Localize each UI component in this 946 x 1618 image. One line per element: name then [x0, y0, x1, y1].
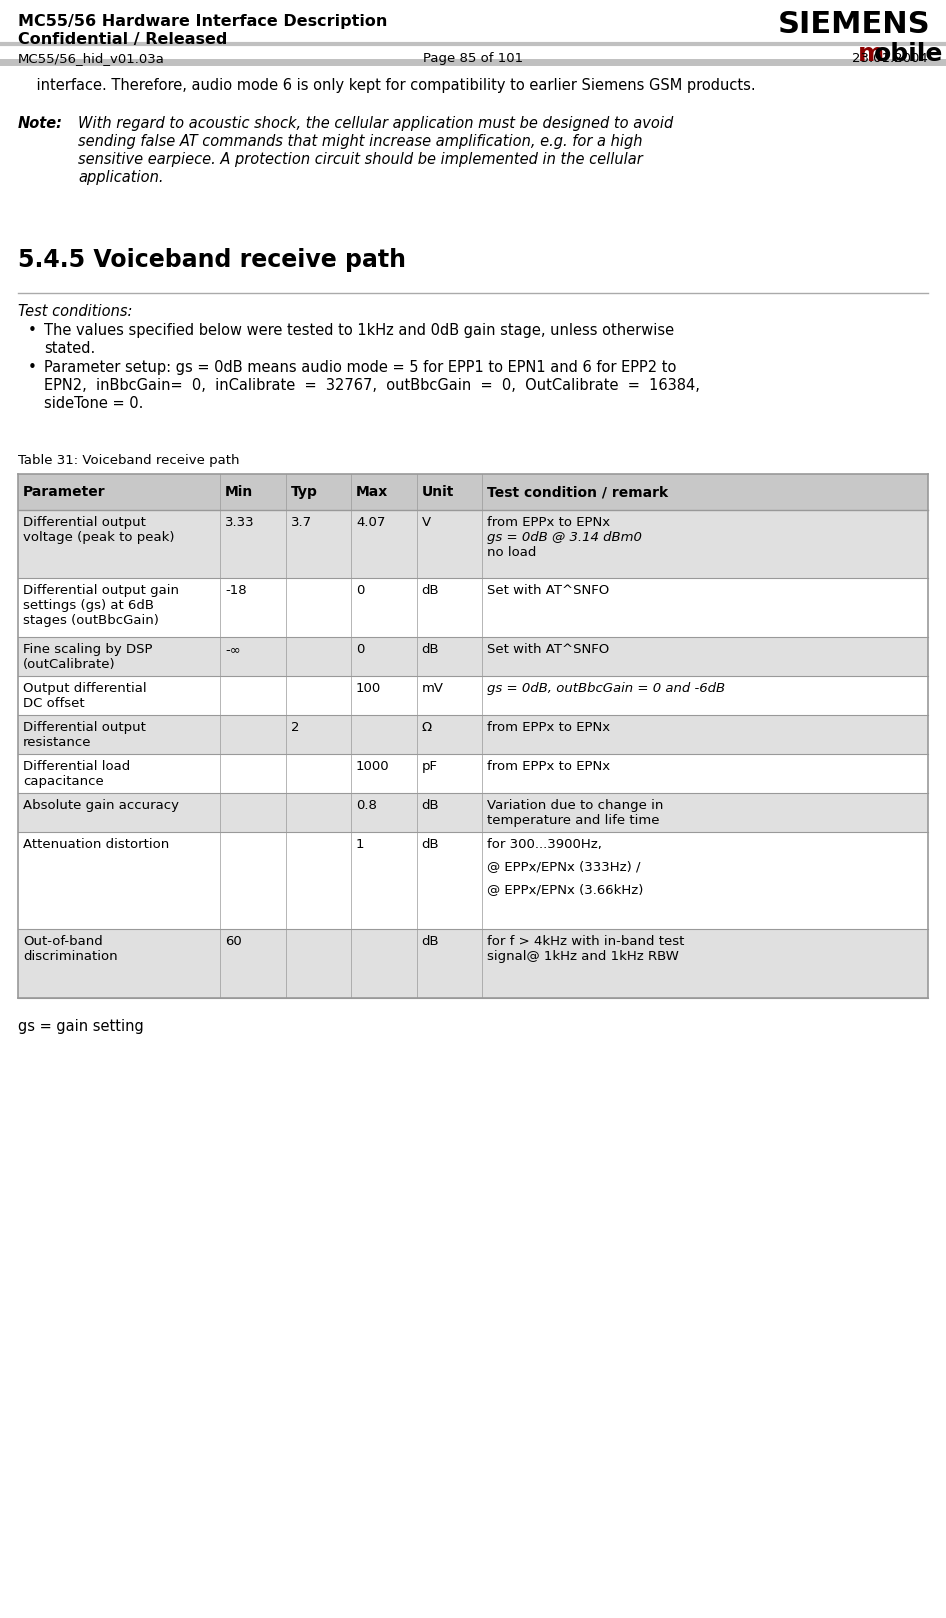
Bar	[18, 474, 928, 510]
Text: stages (outBbcGain): stages (outBbcGain)	[23, 615, 159, 628]
Text: stated.: stated.	[44, 341, 96, 356]
Text: SIEMENS: SIEMENS	[778, 10, 930, 39]
Text: dB: dB	[422, 935, 439, 948]
Text: 0: 0	[356, 642, 364, 655]
Text: 1000: 1000	[356, 760, 390, 773]
Text: Parameter setup: gs = 0dB means audio mode = 5 for EPP1 to EPN1 and 6 for EPP2 t: Parameter setup: gs = 0dB means audio mo…	[44, 359, 676, 375]
Text: sending false AT commands that might increase amplification, e.g. for a high: sending false AT commands that might inc…	[78, 134, 642, 149]
Text: Note:: Note:	[18, 116, 63, 131]
Text: for f > 4kHz with in-band test: for f > 4kHz with in-band test	[487, 935, 685, 948]
Text: Set with AT^SNFO: Set with AT^SNFO	[487, 584, 609, 597]
Text: MC55/56_hid_v01.03a: MC55/56_hid_v01.03a	[18, 52, 165, 65]
Text: Page 85 of 101: Page 85 of 101	[423, 52, 523, 65]
Bar	[18, 929, 928, 998]
Text: Max: Max	[356, 485, 388, 498]
Text: With regard to acoustic shock, the cellular application must be designed to avoi: With regard to acoustic shock, the cellu…	[78, 116, 674, 131]
Text: dB: dB	[422, 642, 439, 655]
Text: voltage (peak to peak): voltage (peak to peak)	[23, 531, 174, 544]
Text: The values specified below were tested to 1kHz and 0dB gain stage, unless otherw: The values specified below were tested t…	[44, 324, 674, 338]
Bar	[18, 578, 928, 637]
Text: from EPPx to EPNx: from EPPx to EPNx	[487, 516, 610, 529]
Text: Table 31: Voiceband receive path: Table 31: Voiceband receive path	[18, 455, 239, 468]
Text: Differential output gain: Differential output gain	[23, 584, 179, 597]
Text: Unit: Unit	[422, 485, 454, 498]
Text: settings (gs) at 6dB: settings (gs) at 6dB	[23, 599, 154, 612]
Text: from EPPx to EPNx: from EPPx to EPNx	[487, 720, 610, 733]
Bar	[18, 510, 928, 578]
Text: mV: mV	[422, 681, 444, 694]
Text: application.: application.	[78, 170, 164, 184]
Text: gs = gain setting: gs = gain setting	[18, 1019, 144, 1034]
Text: Test condition / remark: Test condition / remark	[487, 485, 668, 498]
Text: 3.7: 3.7	[290, 516, 311, 529]
Text: dB: dB	[422, 838, 439, 851]
Bar	[18, 637, 928, 676]
Text: 4.07: 4.07	[356, 516, 385, 529]
Text: MC55/56 Hardware Interface Description: MC55/56 Hardware Interface Description	[18, 15, 387, 29]
Bar	[18, 793, 928, 832]
Text: sensitive earpiece. A protection circuit should be implemented in the cellular: sensitive earpiece. A protection circuit…	[78, 152, 642, 167]
Text: Absolute gain accuracy: Absolute gain accuracy	[23, 799, 179, 812]
Text: EPN2,  inBbcGain=  0,  inCalibrate  =  32767,  outBbcGain  =  0,  OutCalibrate  : EPN2, inBbcGain= 0, inCalibrate = 32767,…	[44, 379, 700, 393]
Text: pF: pF	[422, 760, 438, 773]
Text: -18: -18	[225, 584, 247, 597]
Text: Differential output: Differential output	[23, 720, 146, 733]
Text: 60: 60	[225, 935, 242, 948]
Text: Out-of-band: Out-of-band	[23, 935, 103, 948]
Text: resistance: resistance	[23, 736, 92, 749]
Text: interface. Therefore, audio mode 6 is only kept for compatibility to earlier Sie: interface. Therefore, audio mode 6 is on…	[18, 78, 756, 92]
Text: Parameter: Parameter	[23, 485, 106, 498]
Text: Differential load: Differential load	[23, 760, 131, 773]
Text: no load: no load	[487, 545, 536, 558]
Text: @ EPPx/EPNx (333Hz) /: @ EPPx/EPNx (333Hz) /	[487, 861, 640, 874]
Text: -∞: -∞	[225, 642, 241, 655]
Text: dB: dB	[422, 799, 439, 812]
Bar	[18, 676, 928, 715]
Text: obile: obile	[874, 42, 943, 66]
Bar	[18, 754, 928, 793]
Text: gs = 0dB @ 3.14 dBm0: gs = 0dB @ 3.14 dBm0	[487, 531, 642, 544]
Text: 23.01.2004: 23.01.2004	[852, 52, 928, 65]
Text: Ω: Ω	[422, 720, 431, 733]
Text: gs = 0dB, outBbcGain = 0 and -6dB: gs = 0dB, outBbcGain = 0 and -6dB	[487, 681, 726, 694]
Text: 100: 100	[356, 681, 381, 694]
Text: Typ: Typ	[290, 485, 318, 498]
Text: Variation due to change in: Variation due to change in	[487, 799, 663, 812]
Text: Confidential / Released: Confidential / Released	[18, 32, 227, 47]
Text: discrimination: discrimination	[23, 950, 117, 963]
Text: Test conditions:: Test conditions:	[18, 304, 132, 319]
Text: signal@ 1kHz and 1kHz RBW: signal@ 1kHz and 1kHz RBW	[487, 950, 679, 963]
Text: 0: 0	[356, 584, 364, 597]
Text: @ EPPx/EPNx (3.66kHz): @ EPPx/EPNx (3.66kHz)	[487, 883, 643, 896]
Text: 0.8: 0.8	[356, 799, 377, 812]
Text: sideTone = 0.: sideTone = 0.	[44, 396, 144, 411]
Text: 1: 1	[356, 838, 364, 851]
Text: Attenuation distortion: Attenuation distortion	[23, 838, 169, 851]
Text: DC offset: DC offset	[23, 697, 84, 710]
Text: dB: dB	[422, 584, 439, 597]
Text: for 300...3900Hz,: for 300...3900Hz,	[487, 838, 602, 851]
Text: Set with AT^SNFO: Set with AT^SNFO	[487, 642, 609, 655]
Text: Fine scaling by DSP: Fine scaling by DSP	[23, 642, 152, 655]
Text: from EPPx to EPNx: from EPPx to EPNx	[487, 760, 610, 773]
Text: Min: Min	[225, 485, 254, 498]
Text: 2: 2	[290, 720, 299, 733]
Text: (outCalibrate): (outCalibrate)	[23, 659, 115, 671]
Text: temperature and life time: temperature and life time	[487, 814, 659, 827]
Text: •: •	[28, 324, 37, 338]
Text: Output differential: Output differential	[23, 681, 147, 694]
Text: Differential output: Differential output	[23, 516, 146, 529]
Text: 3.33: 3.33	[225, 516, 254, 529]
Bar	[18, 715, 928, 754]
Bar	[18, 832, 928, 929]
Text: m: m	[858, 42, 885, 66]
Text: 5.4.5 Voiceband receive path: 5.4.5 Voiceband receive path	[18, 248, 406, 272]
Text: V: V	[422, 516, 430, 529]
Text: capacitance: capacitance	[23, 775, 104, 788]
Text: •: •	[28, 359, 37, 375]
